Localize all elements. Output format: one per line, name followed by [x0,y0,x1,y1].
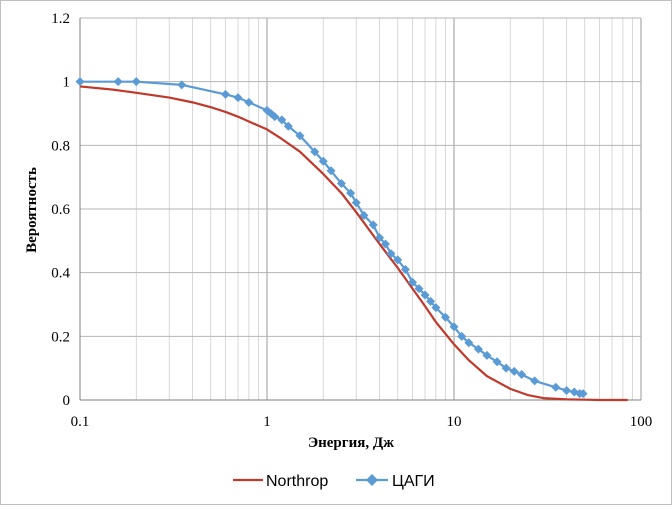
data-point [75,77,85,87]
data-point [420,290,430,300]
data-point [318,156,328,166]
data-point [464,338,474,348]
data-point [449,322,459,332]
data-point [336,179,346,189]
data-point [221,89,231,99]
data-point [482,350,492,360]
data-point [530,376,540,386]
data-point [517,370,527,380]
data-point [562,385,572,395]
data-point [368,220,378,230]
series-line-1 [80,80,584,395]
data-point [375,233,385,243]
legend-northrop-label: Northrop [266,473,328,490]
data-point [351,198,361,208]
data-point [283,121,293,131]
data-point [346,188,356,198]
x-tick-label: 100 [630,414,653,430]
x-tick-label: 1 [263,414,271,430]
x-tick-label: 10 [447,414,462,430]
tick-labels: 0 0.2 0.4 0.6 0.8 1 1.2 0.1 1 10 100 [51,11,652,430]
y-tick-label: 0.6 [51,202,70,218]
series-line-0 [79,85,628,402]
y-tick-label: 0.2 [51,329,70,345]
data-point [440,312,450,322]
data-point [408,277,418,287]
legend-tsagi-label: ЦАГИ [392,473,435,490]
data-point [326,166,336,176]
y-tick-label: 1.2 [51,11,70,27]
data-point [310,147,320,157]
data-point [386,249,396,259]
data-point [113,77,123,87]
data-point [295,131,305,141]
data-point [473,344,483,354]
data-point [359,210,369,220]
data-point [426,296,436,306]
data-point [393,255,403,265]
data-point [233,93,243,103]
y-tick-label: 1 [63,75,71,91]
data-point [270,112,280,122]
y-tick-label: 0 [63,393,71,409]
data-point [277,115,287,125]
data-point [457,331,467,341]
x-tick-label: 0.1 [71,414,90,430]
data-point [492,357,502,367]
x-axis-title: Энергия, Дж [308,435,394,451]
data-point [414,284,424,294]
y-axis-title: Вероятность [24,167,40,253]
data-point [509,366,519,376]
legend: Northrop ЦАГИ [233,473,435,490]
data-point [131,77,141,87]
data-point [244,97,254,107]
y-tick-label: 0.4 [51,266,70,282]
data-point [431,303,441,313]
data-point [578,389,588,399]
data-point [380,239,390,249]
legend-tsagi-marker [366,474,378,486]
y-tick-label: 0.8 [51,138,70,154]
data-point [400,264,410,274]
data-point [551,382,561,392]
data-point [177,80,187,90]
data-point [501,363,511,373]
series-layer [75,77,628,402]
